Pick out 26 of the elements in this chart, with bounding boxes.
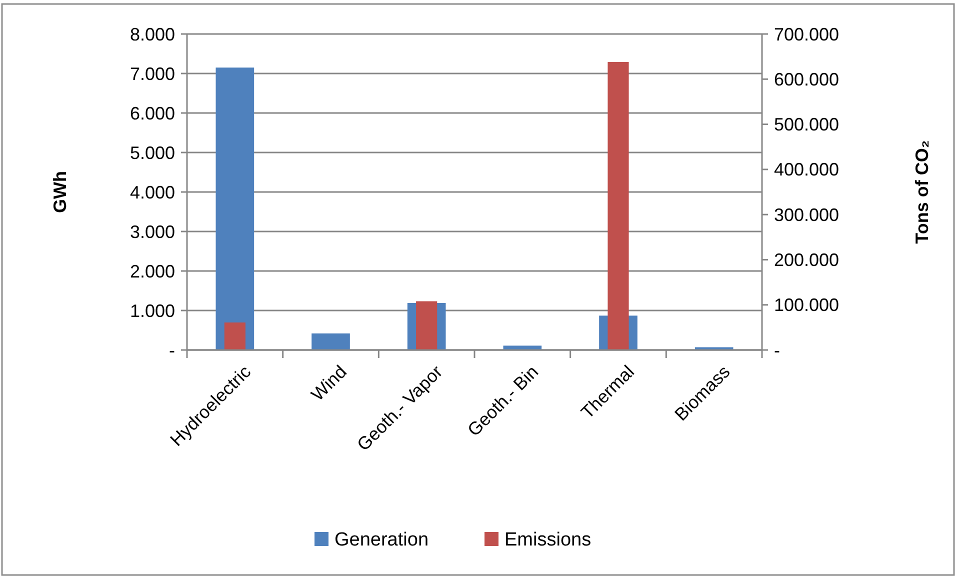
- y-tick-label: 3.000: [130, 222, 175, 242]
- legend-label: Generation: [334, 530, 429, 551]
- y2-tick-label: -: [774, 340, 780, 360]
- y2-tick-label: 500.000: [774, 114, 840, 135]
- y2-tick-label: 400.000: [774, 160, 840, 180]
- y2-tick-label: 700.000: [774, 24, 840, 44]
- y-tick-label: 8.000: [130, 24, 175, 44]
- bar: [216, 68, 254, 350]
- y-tick-label: 2.000: [130, 261, 175, 282]
- y2-tick-label: 300.000: [774, 204, 840, 225]
- y-axis-title: GWh: [50, 171, 70, 213]
- y-tick-label: 4.000: [130, 182, 175, 202]
- y-tick-label: 7.000: [130, 64, 175, 84]
- y2-tick-label: 100.000: [774, 295, 840, 316]
- bar: [694, 347, 734, 350]
- bar: [503, 346, 542, 350]
- y-tick-label: 6.000: [130, 103, 175, 124]
- y-tick-label: -: [169, 340, 175, 360]
- y-tick-label: 1.000: [130, 300, 175, 321]
- y2-axis-title: Tons of CO₂: [912, 140, 932, 244]
- legend-label: Emissions: [504, 530, 592, 551]
- y2-tick-label: 600.000: [774, 69, 840, 90]
- y2-tick-label: 200.000: [774, 250, 840, 270]
- bar: [224, 322, 246, 350]
- bar: [312, 333, 350, 350]
- y-tick-label: 5.000: [130, 142, 175, 163]
